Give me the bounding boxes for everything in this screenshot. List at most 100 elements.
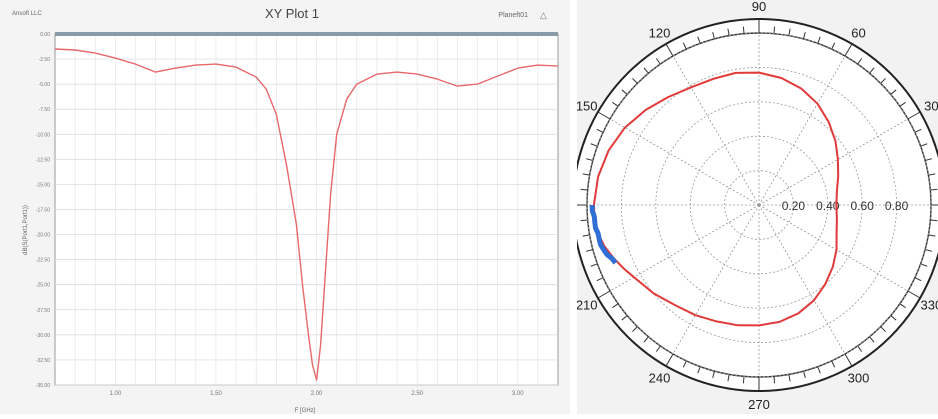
radial-tick-label: 0.40 bbox=[816, 199, 840, 213]
angle-tick bbox=[582, 173, 590, 176]
axis-ticks: 0.00 -2.50 -5.00 -7.50 -10.00 -12.50 -15.00 -17… bbox=[36, 32, 524, 397]
angle-label: 210 bbox=[577, 298, 598, 313]
s11-curve bbox=[54, 48, 559, 381]
angle-tick bbox=[727, 374, 730, 382]
angle-label: 30 bbox=[924, 99, 938, 114]
x-tick-label: 1.50 bbox=[210, 391, 222, 397]
angle-tick bbox=[585, 158, 593, 161]
angle-tick bbox=[632, 78, 638, 84]
angle-tick bbox=[857, 58, 863, 65]
x-axis-label: F [GHz] bbox=[295, 408, 316, 414]
angle-label: 330 bbox=[920, 298, 938, 313]
angle-tick bbox=[899, 303, 906, 309]
angle-tick bbox=[682, 360, 687, 368]
angle-tick bbox=[742, 376, 745, 384]
y-tick-label: -27.50 bbox=[36, 308, 50, 314]
radial-grid-circle bbox=[724, 170, 794, 240]
blue-pattern-trace bbox=[589, 204, 618, 265]
angle-tick bbox=[621, 89, 628, 95]
angle-label: 270 bbox=[748, 397, 770, 412]
y-tick-label: -12.50 bbox=[36, 157, 50, 163]
angle-label: 240 bbox=[649, 370, 671, 385]
angle-tick bbox=[890, 89, 897, 95]
angle-spoke bbox=[758, 55, 846, 206]
angle-tick bbox=[585, 249, 593, 252]
angle-tick bbox=[925, 249, 933, 252]
xy-plot: Ansoft LLC XY Plot 1 Planeft01 △ F [GHz]… bbox=[12, 6, 559, 414]
angle-tick bbox=[590, 143, 598, 147]
angle-tick bbox=[712, 371, 715, 379]
angle-tick bbox=[712, 31, 715, 39]
angle-tick bbox=[682, 42, 687, 50]
radial-grid-circle bbox=[586, 32, 932, 378]
angle-tick bbox=[890, 315, 897, 321]
xy-plot-panel: Ansoft LLC XY Plot 1 Planeft01 △ F [GHz]… bbox=[0, 0, 570, 414]
angle-tick bbox=[580, 219, 588, 222]
y-tick-label: -2.50 bbox=[39, 57, 51, 63]
plot-corner-right: Planeft01 bbox=[498, 12, 528, 19]
angle-tick bbox=[621, 315, 628, 321]
polar-series-group bbox=[589, 71, 840, 327]
angle-tick bbox=[643, 336, 649, 343]
x-tick-label: 1.00 bbox=[110, 391, 122, 397]
angle-tick bbox=[612, 303, 619, 309]
angle-tick bbox=[655, 345, 661, 352]
angle-tick bbox=[844, 353, 853, 367]
angle-label: 90 bbox=[752, 0, 766, 14]
angle-label: 60 bbox=[851, 26, 865, 41]
angle-tick bbox=[920, 143, 928, 147]
y-tick-label: -7.50 bbox=[39, 107, 51, 113]
angle-spoke bbox=[672, 204, 760, 355]
angle-tick bbox=[857, 345, 863, 352]
angle-tick bbox=[869, 67, 875, 74]
angle-tick bbox=[844, 43, 853, 57]
polar-plot: 0.200.400.600.80030609012015018021024027… bbox=[549, 0, 938, 414]
angle-tick bbox=[632, 326, 638, 332]
angle-tick bbox=[788, 28, 791, 36]
angle-tick bbox=[612, 101, 619, 107]
y-tick-label: -5.00 bbox=[39, 82, 51, 88]
angle-label: 300 bbox=[848, 370, 870, 385]
angle-tick bbox=[831, 360, 836, 368]
angle-tick bbox=[907, 290, 921, 299]
plot-series-group bbox=[54, 48, 559, 381]
angle-tick bbox=[803, 31, 806, 39]
x-tick-label: 2.50 bbox=[411, 391, 423, 397]
angle-tick bbox=[928, 173, 936, 176]
plot-corner-icon: △ bbox=[540, 10, 547, 20]
top-axis-band bbox=[55, 32, 558, 36]
angle-tick bbox=[597, 111, 611, 120]
angle-tick bbox=[655, 58, 661, 65]
angle-tick bbox=[880, 78, 886, 84]
panel-divider bbox=[570, 0, 577, 414]
angle-tick bbox=[590, 263, 598, 267]
y-axis-label: dB(S(Port1,Port1)) bbox=[23, 205, 29, 255]
angle-spoke bbox=[672, 55, 760, 206]
y-tick-label: -30.00 bbox=[36, 333, 50, 339]
angle-tick bbox=[727, 28, 730, 36]
polar-plot-panel: 0.200.400.600.80030609012015018021024027… bbox=[549, 0, 938, 414]
angle-spoke bbox=[758, 118, 909, 206]
angle-tick bbox=[869, 336, 875, 343]
radial-tick-label: 0.60 bbox=[851, 199, 875, 213]
y-tick-label: -15.00 bbox=[36, 182, 50, 188]
angle-tick bbox=[643, 67, 649, 74]
angle-tick bbox=[920, 263, 928, 267]
angle-tick bbox=[907, 111, 921, 120]
angle-tick bbox=[596, 277, 604, 282]
angle-tick bbox=[665, 43, 674, 57]
angle-tick bbox=[831, 42, 836, 50]
angle-tick bbox=[914, 277, 922, 282]
y-tick-label: -10.00 bbox=[36, 132, 50, 138]
plot-grid bbox=[54, 32, 559, 386]
angle-tick bbox=[597, 290, 611, 299]
angle-tick bbox=[742, 26, 745, 34]
angle-tick bbox=[773, 26, 776, 34]
angle-tick bbox=[773, 376, 776, 384]
angle-tick bbox=[817, 36, 821, 44]
y-tick-label: -20.00 bbox=[36, 233, 50, 239]
angle-tick bbox=[880, 326, 886, 332]
y-tick-label: -17.50 bbox=[36, 208, 50, 214]
radial-grid-circle bbox=[655, 101, 863, 309]
angle-tick bbox=[596, 128, 604, 133]
